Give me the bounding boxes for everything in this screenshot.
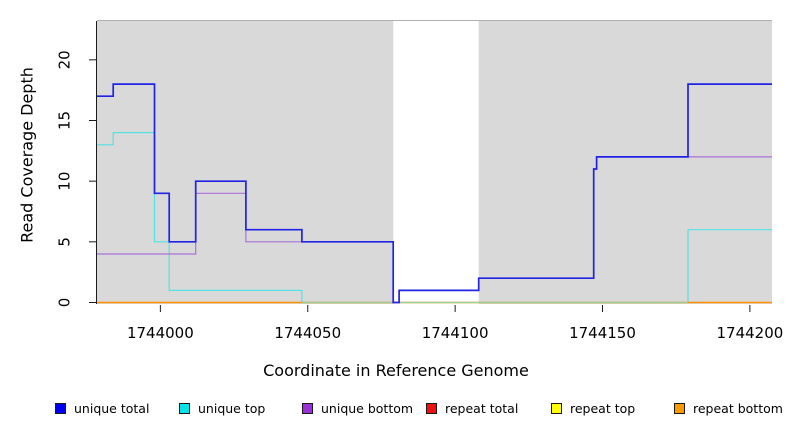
x-tick-label: 1744200 <box>716 324 783 342</box>
y-tick-label: 20 <box>56 50 74 69</box>
x-tick-label: 1744100 <box>422 324 489 342</box>
x-tick-label: 1744050 <box>274 324 341 342</box>
series-line-unique-total <box>97 83 772 304</box>
x-tick-label: 1744150 <box>569 324 636 342</box>
gap-band <box>393 21 479 304</box>
x-tick-label: 1744000 <box>127 324 194 342</box>
series-line-unique-top <box>97 132 772 304</box>
y-tick-label: 5 <box>56 237 74 247</box>
y-tick-label: 10 <box>56 172 74 191</box>
y-tick-label: 0 <box>56 298 74 308</box>
x-axis-title: Coordinate in Reference Genome <box>263 361 529 380</box>
y-tick-label: 15 <box>56 111 74 130</box>
y-axis-title: Read Coverage Depth <box>17 67 37 243</box>
